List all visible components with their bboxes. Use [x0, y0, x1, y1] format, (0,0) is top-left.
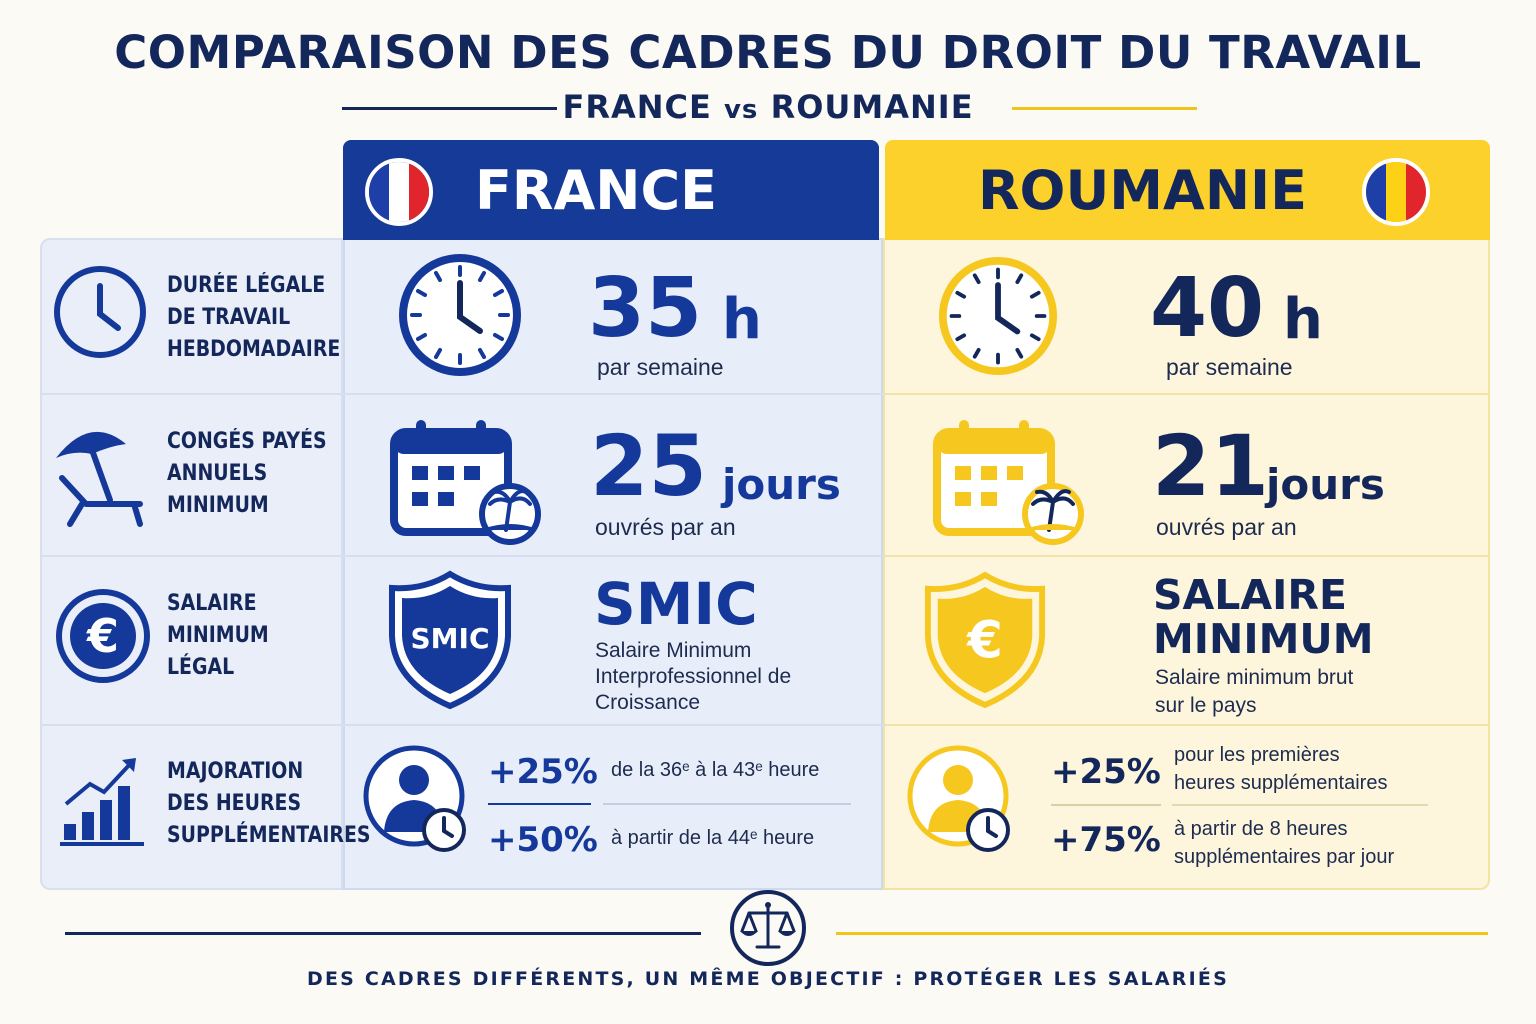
page-title: COMPARAISON DES CADRES DU DROIT DU TRAVA…: [114, 26, 1422, 79]
row-divider-ro: [885, 393, 1488, 395]
subtitle-vs: vs: [723, 95, 759, 125]
desc-line: Salaire Minimum: [595, 639, 752, 662]
row-label-line: SALAIRE: [167, 591, 257, 616]
row-label-line: DURÉE LÉGALE: [167, 273, 326, 298]
row-label-line: DES HEURES: [167, 791, 302, 816]
text-line: à partir de 8 heures: [1174, 818, 1348, 840]
overtime-divider: [1172, 804, 1428, 806]
desc-line: Interprofessionnel de: [595, 665, 792, 688]
footer-rule-right: [836, 932, 1488, 935]
bar-chart-growth-icon: [60, 758, 144, 846]
france-hours-unit: h: [722, 287, 762, 352]
footer-tagline: DES CADRES DIFFÉRENTS, UN MÊME OBJECTIF …: [307, 968, 1229, 990]
row-label-line: MINIMUM: [167, 623, 269, 648]
page-subtitle: FRANCE vs ROUMANIE: [0, 88, 1536, 126]
row-label-line: ANNUELS: [167, 461, 268, 486]
row-label-line: HEBDOMADAIRE: [167, 337, 341, 362]
row-label-hours: DURÉE LÉGALE DE TRAVAIL HEBDOMADAIRE: [167, 270, 340, 366]
subtitle-rule-left: [342, 107, 557, 110]
title-line: SALAIRE: [1153, 571, 1347, 619]
row-label-line: SUPPLÉMENTAIRES: [167, 823, 371, 848]
france-hours-value: 35: [588, 261, 703, 356]
wall-clock-icon: [399, 254, 521, 376]
romania-wage-title: SALAIRE MINIMUM: [1153, 573, 1374, 661]
overtime-divider: [488, 803, 591, 805]
worker-clock-icon: [907, 745, 1010, 852]
row-divider-ro: [885, 555, 1488, 557]
romania-leave-note: ouvrés par an: [1156, 514, 1297, 540]
overtime-divider: [603, 803, 851, 805]
desc-line: Croissance: [595, 691, 701, 714]
row-label-line: MINIMUM: [167, 493, 269, 518]
wall-clock-icon: [938, 256, 1058, 376]
france-overtime-rate-2: +50%: [488, 820, 598, 860]
france-overtime-text-1: de la 36ᵉ à la 43ᵉ heure: [611, 759, 820, 781]
romania-hours-value: 40: [1150, 261, 1265, 356]
text-line: supplémentaires par jour: [1174, 846, 1395, 868]
label-column: [40, 238, 343, 890]
shield-icon: SMIC: [389, 570, 511, 710]
row-divider: [42, 393, 1488, 395]
france-leave-note: ouvrés par an: [595, 514, 736, 540]
subtitle-france: FRANCE: [562, 88, 712, 126]
france-overtime-rate-1: +25%: [488, 752, 598, 792]
france-header-title: FRANCE: [475, 158, 717, 222]
row-divider: [42, 555, 1488, 557]
euro-coin-icon: €: [56, 589, 150, 683]
france-leave-unit: jours: [722, 460, 841, 509]
row-label-line: MAJORATION: [167, 759, 304, 784]
france-leave-value: 25: [590, 417, 707, 515]
scales-of-justice-icon: [730, 890, 806, 966]
romania-overtime-text-1: pour les premières heures supplémentaire…: [1174, 741, 1387, 797]
shield-label: SMIC: [411, 622, 490, 655]
france-hours-note: par semaine: [597, 354, 724, 380]
row-label-leave: CONGÉS PAYÉS ANNUELS MINIMUM: [167, 426, 327, 522]
row-divider-ro: [885, 724, 1488, 726]
row-divider: [42, 724, 1488, 726]
beach-umbrella-icon: [56, 431, 143, 527]
subtitle-rule-right: [1012, 107, 1197, 110]
france-wage-desc: Salaire Minimum Interprofessionnel de Cr…: [595, 638, 791, 716]
row-label-line: CONGÉS PAYÉS: [167, 429, 327, 454]
romania-overtime-rate-2: +75%: [1051, 820, 1161, 860]
row-label-wage: SALAIRE MINIMUM LÉGAL: [167, 588, 269, 684]
romania-hours-note: par semaine: [1166, 354, 1293, 380]
desc-line: sur le pays: [1155, 694, 1257, 717]
romania-overtime-text-2: à partir de 8 heures supplémentaires par…: [1174, 815, 1394, 871]
calendar-palm-icon: [390, 420, 541, 545]
france-flag-icon: [365, 158, 433, 226]
text-line: heures supplémentaires: [1174, 772, 1388, 794]
romania-hours-unit: h: [1283, 287, 1323, 352]
text-line: pour les premières: [1174, 744, 1340, 766]
romania-wage-desc: Salaire minimum brut sur le pays: [1155, 664, 1353, 720]
footer-rule-left: [65, 932, 701, 935]
romania-leave-unit: jours: [1266, 460, 1385, 509]
france-wage-title: SMIC: [594, 570, 758, 638]
clock-icon: [54, 266, 146, 358]
france-overtime-text-2: à partir de la 44ᵉ heure: [611, 827, 815, 849]
svg-text:€: €: [86, 609, 119, 663]
subtitle-romania: ROUMANIE: [770, 88, 974, 126]
calendar-palm-icon: [933, 420, 1084, 545]
title-line: MINIMUM: [1153, 615, 1374, 663]
row-label-line: LÉGAL: [167, 655, 235, 680]
desc-line: Salaire minimum brut: [1155, 666, 1354, 689]
shield-euro-icon: €: [924, 571, 1046, 709]
romania-flag-icon: [1362, 158, 1430, 226]
row-label-line: DE TRAVAIL: [167, 305, 291, 330]
romania-overtime-rate-1: +25%: [1051, 752, 1161, 792]
worker-clock-icon: [363, 745, 466, 852]
row-label-overtime: MAJORATION DES HEURES SUPPLÉMENTAIRES: [167, 756, 371, 852]
overtime-divider: [1051, 804, 1161, 806]
shield-label: €: [966, 611, 1003, 671]
romania-header-title: ROUMANIE: [977, 158, 1308, 222]
romania-leave-value: 21: [1152, 417, 1269, 515]
